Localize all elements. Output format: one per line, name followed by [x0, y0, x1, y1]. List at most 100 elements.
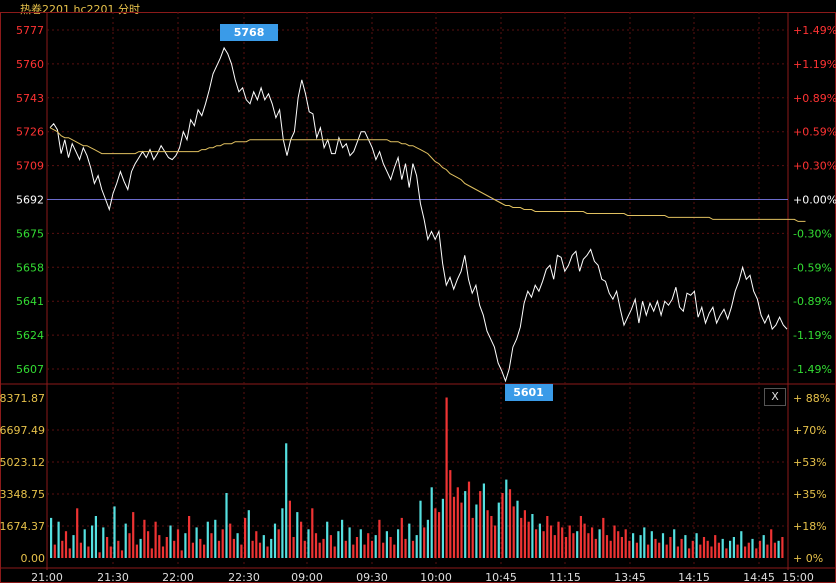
percent-tick-label: -1.19%	[793, 329, 832, 342]
percent-tick-label: -1.49%	[793, 363, 832, 376]
volume-bar	[564, 537, 568, 558]
volume-bar	[490, 516, 493, 558]
volume-bar	[661, 533, 665, 558]
volume-bar	[173, 540, 176, 558]
volume-bar	[68, 548, 71, 558]
volume-bar	[292, 537, 295, 558]
volume-bar	[408, 523, 411, 558]
volume-bar	[139, 538, 142, 558]
price-tick-label: 5607	[16, 363, 44, 376]
volume-bar	[699, 544, 702, 558]
volume-bar	[770, 529, 773, 558]
volume-bar	[613, 525, 616, 558]
volume-bar	[542, 531, 545, 558]
volume-bar	[217, 540, 221, 558]
volume-bar	[755, 548, 758, 558]
volume-bar	[109, 546, 112, 558]
volume-bar	[258, 542, 262, 558]
volume-bar	[762, 535, 765, 558]
volume-bar	[199, 538, 202, 558]
volume-bar	[337, 531, 340, 558]
volume-bar	[535, 529, 538, 558]
volume-bar	[523, 510, 526, 558]
price-tick-label: 5641	[16, 295, 44, 308]
time-tick-label: 13:45	[614, 571, 646, 583]
volume-bar	[415, 535, 418, 558]
volume-bar	[76, 508, 79, 558]
volume-bar	[669, 537, 672, 558]
volume-bar	[647, 544, 650, 558]
volume-bar	[113, 506, 116, 558]
volume-bar	[617, 531, 620, 558]
volume-bar	[132, 512, 135, 558]
volume-bar	[594, 538, 597, 558]
volume-bar	[378, 519, 381, 558]
close-volume-panel-button[interactable]: X	[764, 388, 786, 406]
volume-bar	[184, 533, 187, 558]
time-tick-label: 14:45	[743, 571, 775, 583]
volume-bar	[475, 504, 478, 558]
volume-bar	[579, 516, 582, 558]
price-tick-label: 5760	[16, 58, 44, 71]
volume-bar	[135, 544, 138, 558]
volume-bar	[91, 525, 94, 558]
volume-bar	[397, 529, 400, 558]
volume-bar	[706, 540, 709, 558]
price-tick-label: 5743	[16, 92, 44, 105]
volume-bar	[404, 538, 407, 558]
volume-bar	[546, 516, 549, 558]
volume-bar	[128, 533, 131, 558]
volume-bar	[154, 521, 157, 558]
volume-bar	[333, 546, 336, 558]
volume-bar	[158, 535, 161, 558]
volume-bar	[106, 537, 109, 558]
volume-bar	[654, 538, 657, 558]
volume-bar	[553, 535, 556, 558]
volume-bar	[624, 529, 627, 558]
price-tick-label: 5658	[16, 261, 44, 274]
volume-percent-label: +35%	[793, 488, 827, 501]
volume-percent-label: + 88%	[793, 392, 830, 405]
volume-bar	[717, 542, 720, 558]
volume-bar	[702, 537, 706, 558]
volume-bar	[300, 521, 303, 558]
volume-bar	[445, 397, 448, 558]
volume-bar	[635, 542, 638, 558]
volume-bar	[549, 525, 553, 558]
volume-bar	[98, 552, 101, 558]
volume-bar	[124, 523, 127, 558]
time-tick-label: 22:00	[162, 571, 194, 583]
time-tick-label: 21:00	[31, 571, 63, 583]
volume-bar	[605, 535, 609, 558]
volume-bar	[307, 529, 310, 558]
volume-bar	[326, 521, 329, 558]
volume-bar	[72, 535, 75, 558]
volume-bar	[120, 550, 124, 558]
volume-bar	[393, 544, 396, 558]
volume-percent-label: +18%	[793, 520, 827, 533]
volume-bar	[363, 544, 366, 558]
volume-bar	[423, 527, 426, 558]
volume-bar	[411, 540, 415, 558]
volume-bar	[643, 527, 646, 558]
volume-bar	[169, 525, 172, 558]
volume-bar	[598, 529, 601, 558]
percent-tick-label: +1.19%	[793, 58, 836, 71]
volume-bar	[232, 538, 235, 558]
average-price-line	[49, 127, 806, 222]
volume-bar	[438, 512, 441, 558]
volume-bar	[673, 529, 676, 558]
volume-bar	[419, 500, 422, 558]
percent-tick-label: +0.59%	[793, 126, 836, 139]
volume-bar	[751, 538, 754, 558]
volume-bar	[214, 519, 217, 558]
volume-bar	[773, 542, 776, 558]
time-tick-label: 14:15	[678, 571, 710, 583]
volume-bar	[650, 531, 653, 558]
volume-bar	[188, 516, 191, 558]
percent-tick-label: +0.00%	[793, 194, 836, 207]
volume-bar	[602, 517, 605, 558]
time-tick-label: 09:00	[291, 571, 323, 583]
time-tick-label: 10:45	[485, 571, 517, 583]
volume-bar	[744, 546, 747, 558]
